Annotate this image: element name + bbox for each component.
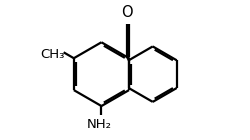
Text: NH₂: NH₂ xyxy=(87,118,112,131)
Text: O: O xyxy=(121,5,133,20)
Text: CH₃: CH₃ xyxy=(41,48,65,61)
